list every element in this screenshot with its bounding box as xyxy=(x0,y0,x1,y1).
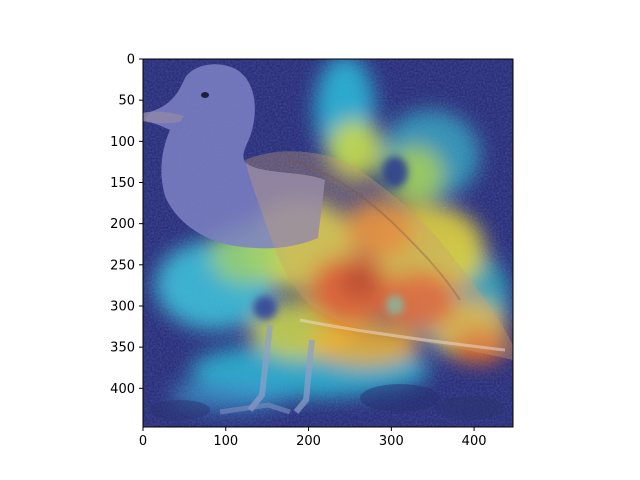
x-tick-label: 400 xyxy=(462,434,487,449)
seagull-eye xyxy=(201,92,209,98)
y-tick-label: 250 xyxy=(110,258,135,273)
axes-frame xyxy=(142,58,514,428)
seagull xyxy=(143,64,513,415)
y-tick-label: 100 xyxy=(110,135,135,150)
y-tick-label: 350 xyxy=(110,341,135,356)
image-area xyxy=(143,59,513,427)
x-tick-label: 300 xyxy=(379,434,404,449)
x-tick-label: 100 xyxy=(213,434,238,449)
x-tick-label: 0 xyxy=(139,434,147,449)
y-tick-label: 200 xyxy=(110,217,135,232)
y-tick-label: 50 xyxy=(118,94,135,109)
y-tick-label: 150 xyxy=(110,176,135,191)
y-tick-label: 300 xyxy=(110,299,135,314)
ground-pebbles xyxy=(150,384,505,420)
y-axis: 0 50 100 150 200 250 300 350 400 xyxy=(110,53,143,397)
x-tick-label: 200 xyxy=(296,434,321,449)
x-axis: 0 100 200 300 400 xyxy=(139,427,487,449)
y-tick-label: 0 xyxy=(127,53,135,68)
y-tick-label: 400 xyxy=(110,382,135,397)
